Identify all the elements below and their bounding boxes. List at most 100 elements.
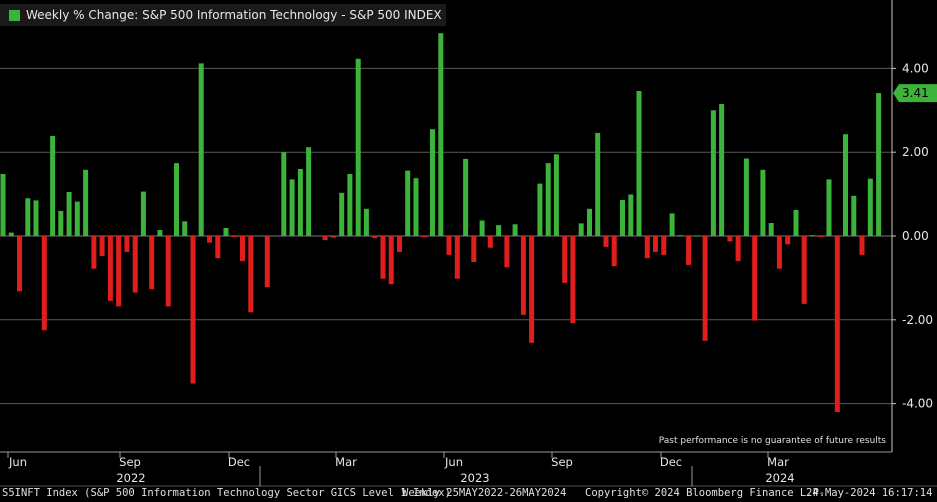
chart-bar bbox=[215, 236, 221, 259]
chart-bar bbox=[677, 235, 683, 237]
chart-bar bbox=[801, 236, 807, 304]
chart-bar bbox=[471, 236, 477, 262]
chart-bar bbox=[91, 236, 97, 269]
chart-bar bbox=[198, 63, 204, 237]
chart-bar bbox=[25, 198, 31, 236]
chart-bar bbox=[74, 201, 80, 236]
chart-bar bbox=[33, 200, 39, 236]
chart-bar bbox=[603, 236, 609, 247]
chart-bar bbox=[512, 224, 518, 236]
chart-bar bbox=[553, 154, 559, 236]
chart-bar bbox=[83, 169, 89, 236]
chart-bar bbox=[124, 236, 130, 252]
chart-legend: Weekly % Change: S&P 500 Information Tec… bbox=[0, 4, 446, 26]
chart-bar bbox=[628, 194, 634, 236]
last-value-label: 3.41 bbox=[902, 86, 929, 100]
chart-bar bbox=[17, 236, 22, 292]
chart-bar bbox=[735, 236, 741, 262]
footer-ticker: S5INFT Index (S&P 500 Information Techno… bbox=[2, 487, 451, 499]
chart-bar bbox=[620, 200, 625, 236]
chart-bar bbox=[661, 236, 667, 255]
chart-bar bbox=[347, 174, 353, 236]
legend-swatch bbox=[9, 9, 20, 21]
chart-bar bbox=[520, 236, 526, 315]
chart-bar bbox=[826, 179, 832, 236]
chart-bar bbox=[454, 236, 460, 279]
y-tick-label: -4.00 bbox=[902, 397, 933, 411]
chart-bar bbox=[768, 223, 774, 236]
chart-bar bbox=[322, 236, 328, 241]
x-month-label: Mar bbox=[335, 455, 357, 469]
chart-bar bbox=[537, 183, 543, 236]
chart-bar bbox=[578, 223, 584, 236]
chart-bar bbox=[636, 91, 642, 236]
chart-bar bbox=[182, 221, 188, 236]
chart-bar bbox=[281, 152, 287, 236]
chart-bar bbox=[867, 178, 873, 236]
chart-bar bbox=[487, 236, 493, 248]
chart-bar bbox=[264, 236, 270, 288]
chart-bar bbox=[339, 192, 345, 236]
chart-bar bbox=[843, 134, 848, 236]
chart-bar bbox=[710, 110, 716, 236]
disclaimer-text: Past performance is no guarantee of futu… bbox=[658, 436, 886, 446]
chart-bar bbox=[653, 236, 658, 252]
footer-range: Weekly 25MAY2022-26MAY2024 bbox=[402, 487, 567, 499]
footer-copyright: Copyright© 2024 Bloomberg Finance L.P. bbox=[585, 487, 826, 499]
chart-bar bbox=[727, 236, 733, 242]
chart-bar bbox=[165, 236, 171, 307]
chart-bar bbox=[876, 93, 882, 236]
x-month-label: Dec bbox=[660, 455, 682, 469]
chart-bar bbox=[41, 236, 47, 331]
chart-bar bbox=[380, 236, 386, 279]
y-tick-label: 0.00 bbox=[902, 229, 929, 243]
chart-bar bbox=[140, 191, 146, 236]
chart-bar bbox=[0, 174, 6, 236]
chart-bar bbox=[587, 208, 592, 236]
chart-bar bbox=[405, 170, 411, 236]
chart-bar bbox=[240, 236, 245, 262]
chart-bar bbox=[149, 236, 155, 290]
chart-bar bbox=[834, 236, 840, 412]
chart-bar bbox=[851, 195, 857, 236]
chart-bar bbox=[669, 213, 675, 236]
chart-bar bbox=[529, 236, 535, 343]
chart-bar bbox=[760, 169, 766, 236]
chart-bar bbox=[810, 235, 815, 237]
x-year-label: 2022 bbox=[116, 471, 145, 485]
chart-bar bbox=[231, 236, 237, 237]
chart-bar bbox=[859, 236, 865, 255]
y-tick-label: 4.00 bbox=[902, 61, 929, 75]
y-tick-label: -2.00 bbox=[902, 313, 933, 327]
chart-bar bbox=[190, 236, 196, 384]
chart-bar bbox=[355, 58, 361, 236]
chart-bar bbox=[562, 236, 568, 283]
chart-bar bbox=[289, 179, 295, 236]
chart-bar bbox=[132, 236, 138, 293]
chart-bar bbox=[818, 236, 824, 237]
chart-bar bbox=[116, 236, 122, 307]
chart-bar bbox=[66, 192, 72, 236]
chart-bar bbox=[570, 236, 576, 324]
y-tick-label: 2.00 bbox=[902, 145, 929, 159]
chart-bar bbox=[644, 236, 650, 259]
x-month-label: Jun bbox=[8, 455, 27, 469]
chart-bar bbox=[306, 147, 312, 236]
chart-bar bbox=[99, 236, 105, 257]
chart-bar bbox=[719, 104, 725, 236]
chart-bar bbox=[611, 236, 617, 267]
chart-bar bbox=[463, 158, 469, 236]
chart-bar bbox=[702, 236, 708, 341]
chart-bar bbox=[743, 158, 749, 236]
chart-bar bbox=[446, 236, 452, 255]
chart-bar bbox=[174, 163, 179, 236]
chart-bar bbox=[545, 163, 551, 236]
footer-timestamp: 24-May-2024 16:17:14 bbox=[806, 487, 933, 499]
chart-bar bbox=[397, 236, 402, 252]
chart-bar bbox=[50, 135, 56, 236]
chart-bar bbox=[58, 210, 64, 236]
chart-bar bbox=[330, 236, 336, 238]
chart-bar bbox=[793, 210, 799, 236]
chart-bar bbox=[388, 236, 394, 285]
